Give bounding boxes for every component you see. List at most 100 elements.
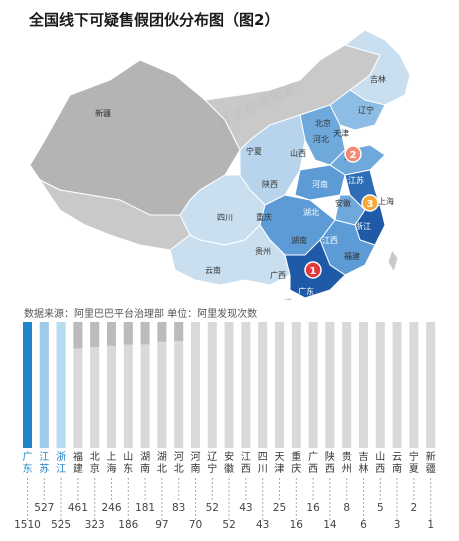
- value-label-23: 2: [411, 502, 418, 514]
- category-label-0-0: 广: [23, 451, 33, 463]
- value-label-12: 52: [222, 519, 235, 531]
- category-label-8-1: 北: [157, 463, 167, 475]
- value-label-14: 43: [256, 519, 269, 531]
- category-label-8-0: 湖: [157, 451, 167, 463]
- map-label-11: 江苏: [348, 175, 364, 185]
- map-label-10: 河南: [312, 179, 328, 189]
- map-label-14: 四川: [217, 213, 233, 222]
- bar-track-3: [73, 322, 83, 448]
- map-marker-1: 1: [304, 261, 322, 279]
- category-label-11-1: 宁: [207, 462, 217, 475]
- category-label-22-0: 云: [392, 452, 402, 463]
- bar-track-13: [241, 322, 251, 448]
- value-label-21: 5: [377, 502, 384, 514]
- bar-track-17: [308, 322, 318, 448]
- map-label-9: 陕西: [262, 179, 278, 189]
- category-label-7-1: 南: [140, 462, 150, 475]
- map-label-15: 重庆: [256, 212, 272, 222]
- map-marker-3: 3: [361, 194, 379, 212]
- category-label-23-1: 夏: [409, 463, 419, 475]
- category-label-2-0: 浙: [56, 451, 66, 463]
- bar-7: [140, 322, 150, 345]
- bar-track-24: [426, 322, 436, 448]
- map-label-0: 新疆: [95, 108, 111, 118]
- map-label-19: 江西: [322, 236, 338, 245]
- chart-title: 全国线下可疑售假团伙分布图（图2）: [29, 11, 280, 29]
- bar-4: [90, 322, 100, 347]
- category-label-16-0: 重: [291, 450, 301, 463]
- map-region-hainan: [279, 297, 293, 300]
- bar-track-18: [325, 322, 335, 448]
- bar-track-19: [342, 322, 352, 448]
- category-label-2-1: 江: [56, 463, 66, 475]
- category-label-18-0: 陕: [325, 450, 335, 463]
- category-label-17-1: 西: [308, 464, 318, 475]
- bar-track-11: [207, 322, 217, 448]
- map-region-northeast: [343, 29, 411, 106]
- category-label-12-1: 徽: [224, 462, 234, 475]
- category-label-19-0: 贵: [342, 450, 352, 463]
- bar-track-5: [107, 322, 116, 448]
- category-label-13-0: 江: [241, 451, 251, 463]
- map-label-1: 吉林: [370, 74, 386, 84]
- map-label-12: 安徽: [335, 198, 351, 208]
- map-label-13: 上海: [378, 196, 394, 206]
- category-label-11-0: 辽: [207, 451, 217, 463]
- value-label-7: 181: [135, 502, 155, 514]
- bar-5: [107, 322, 116, 346]
- map-label-24: 广东: [298, 286, 314, 296]
- value-label-13: 43: [239, 502, 252, 514]
- bar-8: [157, 322, 167, 342]
- category-label-6-1: 东: [123, 462, 133, 475]
- bar-track-10: [191, 322, 200, 448]
- category-label-12-0: 安: [224, 450, 234, 463]
- value-label-22: 3: [394, 519, 401, 531]
- category-label-5-1: 海: [107, 462, 117, 475]
- category-label-14-1: 川: [258, 464, 268, 475]
- category-label-6-0: 山: [123, 451, 133, 463]
- value-label-18: 14: [323, 519, 337, 531]
- value-label-24: 1: [427, 519, 434, 531]
- category-label-5-0: 上: [107, 451, 117, 463]
- category-label-16-1: 庆: [291, 462, 301, 475]
- value-label-11: 52: [206, 502, 219, 514]
- category-label-21-1: 西: [375, 464, 385, 475]
- category-label-4-0: 北: [90, 451, 100, 463]
- category-label-0-1: 东: [23, 462, 33, 475]
- bar-track-16: [291, 322, 301, 448]
- category-label-20-0: 吉: [359, 451, 369, 463]
- category-label-1-0: 江: [39, 451, 49, 463]
- value-label-19: 8: [343, 502, 350, 514]
- map-marker-label-1: 1: [310, 266, 317, 277]
- map-label-16: 湖北: [303, 208, 319, 217]
- bar-track-23: [409, 322, 419, 448]
- bar-track-8: [157, 322, 167, 448]
- map-label-4: 天津: [333, 128, 349, 138]
- map-label-22: 云南: [205, 265, 221, 275]
- category-label-4-1: 京: [90, 462, 100, 475]
- category-label-9-1: 北: [174, 463, 184, 475]
- value-label-3: 461: [68, 502, 88, 514]
- value-label-9: 83: [172, 502, 185, 514]
- value-label-4: 323: [85, 519, 105, 531]
- map-labels: 新疆吉林辽宁北京天津河北宁夏山西山东陕西河南江苏安徽上海四川重庆湖北浙江湖南江西…: [95, 74, 394, 296]
- bar-track-12: [224, 322, 234, 448]
- map-label-18: 湖南: [291, 235, 307, 245]
- bar-track-9: [174, 322, 184, 448]
- map-marker-circle-2: [344, 145, 362, 163]
- category-label-13-1: 西: [241, 464, 251, 475]
- category-label-15-0: 天: [275, 452, 285, 463]
- category-label-24-0: 新: [426, 450, 436, 463]
- category-label-17-0: 广: [308, 451, 318, 463]
- map-region-liaoning: [329, 89, 386, 131]
- data-source-note: 数据来源：阿里巴巴平台治理部 单位：阿里发现次数: [24, 309, 258, 320]
- bar-track-15: [275, 322, 284, 448]
- map-label-21: 福建: [344, 251, 360, 261]
- bar-track-4: [90, 322, 100, 448]
- category-label-1-1: 苏: [39, 462, 49, 475]
- bar-1: [39, 322, 49, 448]
- value-label-1: 527: [34, 502, 54, 514]
- bar-9: [174, 322, 184, 342]
- bar-0: [23, 322, 32, 448]
